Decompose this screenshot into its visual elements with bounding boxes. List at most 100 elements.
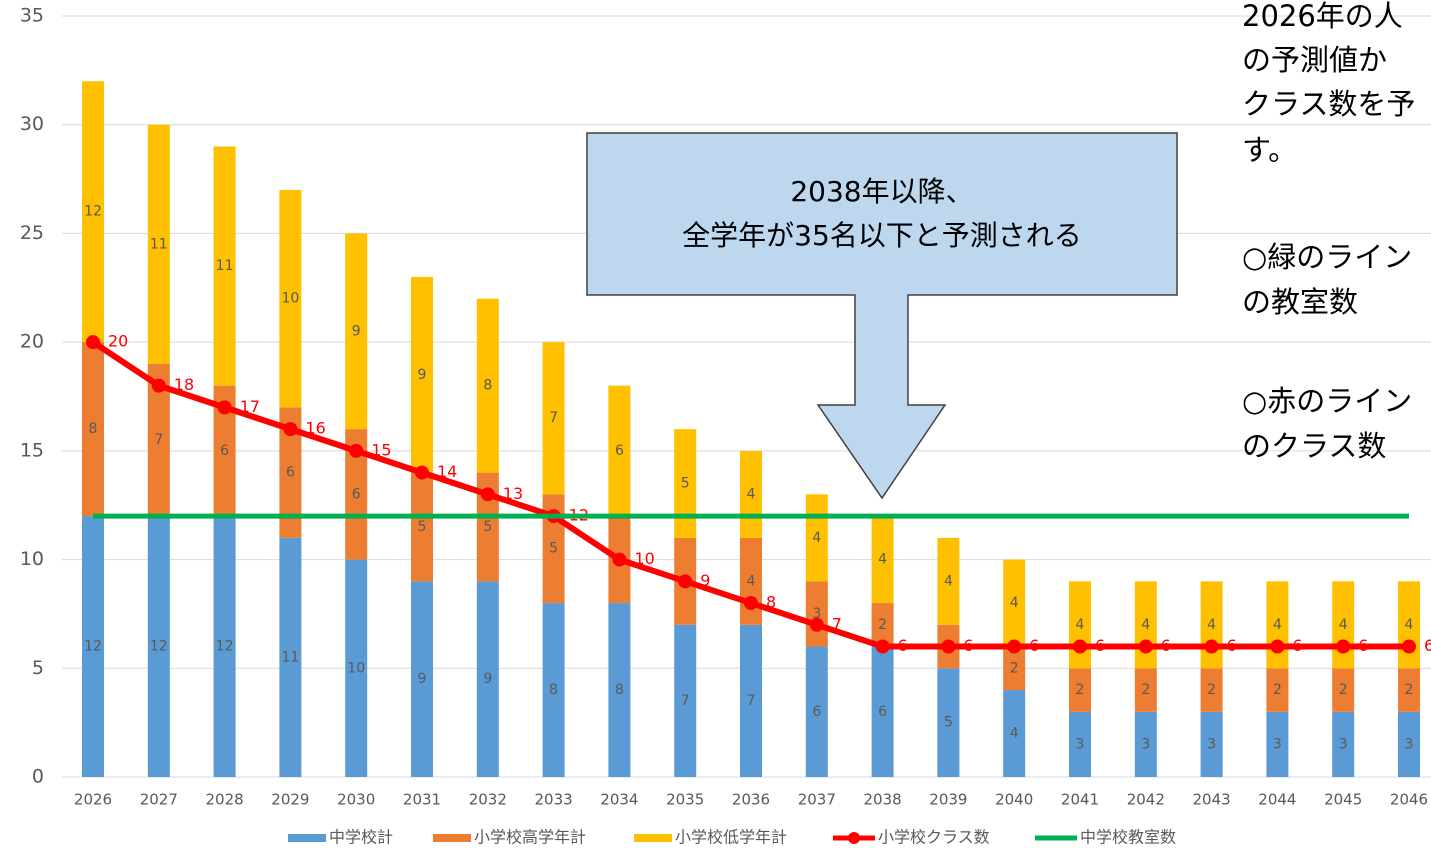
data-label: 7	[832, 614, 842, 633]
line-marker	[941, 639, 956, 654]
data-label: 4	[944, 573, 953, 589]
bar-segment	[937, 668, 960, 777]
side-note: 2026年の人	[1242, 0, 1403, 33]
bar-segment	[147, 124, 170, 364]
data-label: 11	[216, 258, 234, 274]
data-label: 9	[418, 367, 427, 383]
line-marker	[612, 552, 627, 567]
bar-segment	[213, 516, 236, 777]
line-marker	[1270, 639, 1285, 654]
data-label: 4	[812, 530, 821, 546]
line-marker	[349, 443, 364, 458]
bar-segment	[411, 276, 433, 473]
x-tick-label: 2036	[732, 791, 770, 809]
x-tick-label: 2045	[1324, 791, 1362, 809]
y-tick-label: 10	[20, 548, 44, 570]
data-label: 7	[681, 693, 690, 709]
data-label: 9	[700, 571, 710, 590]
data-label: 7	[747, 693, 756, 709]
line-marker	[86, 335, 100, 350]
y-tick-label: 25	[20, 222, 44, 244]
x-tick-label: 2046	[1390, 791, 1428, 809]
data-label: 4	[1273, 617, 1282, 633]
bar-segment	[1332, 711, 1355, 777]
data-label: 2	[1405, 682, 1414, 698]
data-label: 6	[352, 486, 361, 502]
data-label: 12	[84, 204, 102, 220]
data-label: 6	[286, 465, 295, 481]
callout-line: 2038年以降、	[790, 175, 973, 208]
bar-segment	[213, 385, 236, 517]
legend-marker	[848, 832, 860, 844]
bar-segment	[871, 516, 894, 604]
bar-segment	[1398, 668, 1420, 712]
bar-segment	[476, 298, 499, 473]
data-label: 10	[634, 549, 654, 568]
data-label: 8	[483, 378, 492, 394]
data-label: 2	[1207, 682, 1216, 698]
data-label: 3	[1076, 736, 1085, 752]
bar-segment	[1266, 668, 1289, 712]
x-tick-label: 2029	[271, 791, 309, 809]
bar-segment	[82, 81, 104, 343]
data-label: 17	[240, 397, 260, 416]
data-label: 2	[878, 617, 887, 633]
data-label: 6	[963, 636, 973, 655]
bar-segment	[147, 363, 170, 517]
bar-segment	[674, 624, 697, 777]
legend-swatch	[288, 834, 326, 842]
bar-segment	[1069, 711, 1091, 777]
data-label: 4	[1010, 726, 1019, 742]
bar-segment	[345, 559, 368, 777]
bar-segment	[1200, 711, 1223, 777]
data-label: 6	[1095, 636, 1105, 655]
bar-segment	[279, 537, 302, 777]
data-label: 2	[1141, 682, 1150, 698]
side-note: のクラス数	[1242, 429, 1386, 463]
data-label: 13	[503, 484, 523, 503]
x-tick-label: 2040	[995, 791, 1033, 809]
data-label: 4	[747, 486, 756, 502]
data-label: 7	[154, 432, 163, 448]
data-label: 10	[281, 291, 299, 307]
data-label: 5	[681, 475, 690, 491]
bar-segment	[1003, 646, 1026, 691]
line-marker	[217, 400, 232, 415]
bar-segment	[147, 516, 170, 777]
line-marker	[283, 422, 298, 437]
bar-segment	[542, 342, 565, 495]
data-label: 11	[150, 236, 168, 252]
data-label: 20	[108, 332, 128, 351]
line-marker	[1007, 639, 1022, 654]
x-tick-label: 2027	[140, 791, 178, 809]
x-tick-label: 2030	[337, 791, 375, 809]
line-marker	[415, 465, 429, 480]
data-label: 9	[418, 671, 427, 687]
data-label: 6	[878, 704, 887, 720]
data-label: 3	[1207, 736, 1216, 752]
bar-segment	[345, 233, 368, 430]
data-label: 6	[1358, 636, 1368, 655]
x-tick-label: 2041	[1061, 791, 1099, 809]
y-tick-label: 30	[20, 113, 44, 135]
side-note: す。	[1242, 133, 1297, 167]
x-tick-label: 2038	[864, 791, 902, 809]
data-label: 12	[216, 639, 234, 655]
data-label: 14	[437, 462, 457, 481]
bar-segment	[608, 385, 631, 517]
data-label: 5	[418, 519, 427, 535]
legend-label: 小学校クラス数	[878, 828, 990, 847]
line-marker	[875, 639, 890, 654]
legend-swatch	[634, 834, 672, 842]
data-label: 8	[615, 682, 624, 698]
data-label: 6	[1029, 636, 1039, 655]
data-label: 15	[371, 440, 391, 459]
data-label: 18	[174, 375, 194, 394]
bar-segment	[1134, 711, 1157, 777]
data-label: 9	[483, 671, 492, 687]
line-marker	[809, 617, 824, 632]
bar-segment	[740, 624, 762, 777]
data-label: 4	[878, 552, 887, 568]
bar-segment	[1003, 559, 1026, 647]
x-tick-label: 2026	[74, 791, 112, 809]
